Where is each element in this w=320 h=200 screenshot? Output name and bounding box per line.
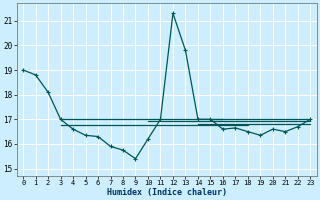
X-axis label: Humidex (Indice chaleur): Humidex (Indice chaleur) — [107, 188, 227, 197]
